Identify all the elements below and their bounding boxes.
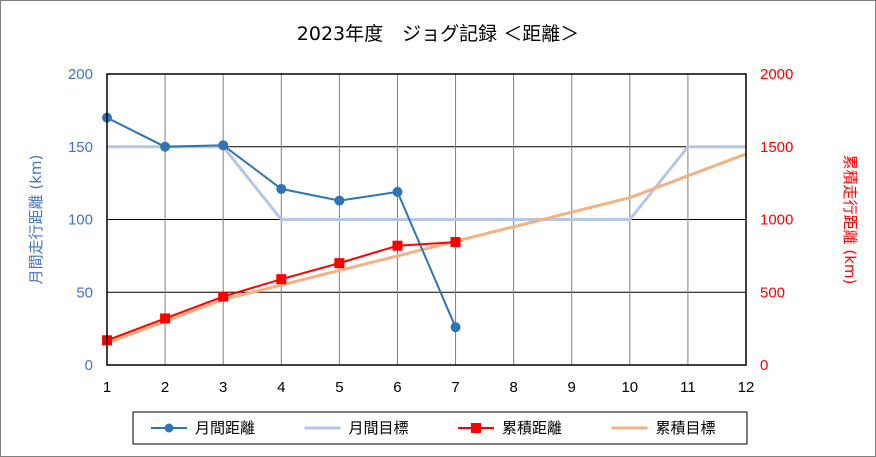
y-right-tick-label: 0 — [760, 357, 768, 374]
x-tick-label: 10 — [621, 379, 638, 396]
y-axis-right-title: 累積走行距離 (km) — [841, 155, 859, 285]
data-point — [276, 183, 287, 194]
legend-label: 累積距離 — [502, 419, 562, 437]
legend-label: 月間目標 — [349, 419, 409, 437]
data-point — [334, 195, 345, 206]
data-point — [392, 186, 403, 197]
x-tick-label: 11 — [680, 379, 696, 396]
data-point — [276, 274, 287, 285]
data-point — [218, 291, 229, 302]
legend-marker — [471, 423, 481, 433]
y-right-tick-label: 1500 — [760, 139, 793, 156]
y-left-tick-label: 0 — [85, 357, 93, 374]
data-point — [450, 322, 461, 333]
data-point — [392, 240, 403, 251]
x-tick-label: 6 — [393, 379, 401, 396]
x-tick-label: 1 — [103, 379, 111, 396]
x-tick-label: 8 — [509, 379, 517, 396]
data-point — [160, 313, 171, 324]
x-tick-label: 7 — [451, 379, 459, 396]
plot-border — [106, 73, 747, 366]
legend-marker — [164, 423, 174, 433]
x-tick-label: 5 — [335, 379, 343, 396]
data-point — [218, 140, 229, 151]
y-axis-left-title: 月間走行距離 (km) — [27, 155, 45, 285]
y-left-tick-label: 50 — [76, 284, 93, 301]
series-line-2 — [107, 145, 746, 221]
legend-label: 累積目標 — [656, 419, 716, 437]
data-point — [334, 258, 345, 269]
data-point — [450, 237, 461, 248]
legend-label: 月間距離 — [195, 419, 255, 437]
y-left-tick-label: 100 — [68, 212, 93, 229]
y-right-tick-label: 1000 — [760, 212, 793, 229]
legend: 月間距離 月間目標 累積距離 累積目標 — [132, 411, 748, 445]
x-tick-label: 3 — [219, 379, 227, 396]
x-tick-label: 12 — [738, 379, 755, 396]
x-tick-label: 9 — [568, 379, 576, 396]
y-right-tick-label: 500 — [760, 284, 785, 301]
chart-title: 2023年度 ジョグ記録 ＜距離＞ — [297, 23, 579, 45]
x-tick-label: 2 — [161, 379, 169, 396]
y-right-tick-label: 2000 — [760, 66, 793, 83]
x-tick-label: 4 — [277, 379, 285, 396]
y-left-tick-label: 150 — [68, 139, 93, 156]
data-point — [160, 141, 171, 152]
series-line-4 — [106, 152, 747, 345]
series-layer — [102, 112, 747, 346]
y-left-tick-label: 200 — [68, 66, 93, 83]
